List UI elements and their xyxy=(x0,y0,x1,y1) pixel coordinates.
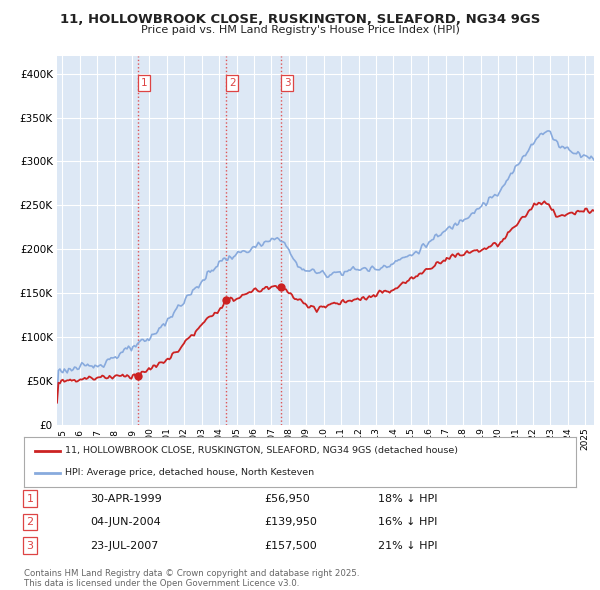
Text: £56,950: £56,950 xyxy=(264,494,310,503)
Text: 3: 3 xyxy=(26,541,34,550)
Text: 3: 3 xyxy=(284,78,290,88)
Text: £157,500: £157,500 xyxy=(264,541,317,550)
Text: £139,950: £139,950 xyxy=(264,517,317,527)
Text: 2: 2 xyxy=(229,78,236,88)
Text: 11, HOLLOWBROOK CLOSE, RUSKINGTON, SLEAFORD, NG34 9GS (detached house): 11, HOLLOWBROOK CLOSE, RUSKINGTON, SLEAF… xyxy=(65,446,458,455)
Text: 16% ↓ HPI: 16% ↓ HPI xyxy=(378,517,437,527)
Text: 1: 1 xyxy=(140,78,147,88)
Text: 1: 1 xyxy=(26,494,34,503)
Text: Contains HM Land Registry data © Crown copyright and database right 2025.
This d: Contains HM Land Registry data © Crown c… xyxy=(24,569,359,588)
Text: HPI: Average price, detached house, North Kesteven: HPI: Average price, detached house, Nort… xyxy=(65,468,314,477)
Text: 11, HOLLOWBROOK CLOSE, RUSKINGTON, SLEAFORD, NG34 9GS: 11, HOLLOWBROOK CLOSE, RUSKINGTON, SLEAF… xyxy=(60,13,540,26)
Text: 30-APR-1999: 30-APR-1999 xyxy=(90,494,162,503)
Text: 2: 2 xyxy=(26,517,34,527)
Text: Price paid vs. HM Land Registry's House Price Index (HPI): Price paid vs. HM Land Registry's House … xyxy=(140,25,460,35)
Text: 21% ↓ HPI: 21% ↓ HPI xyxy=(378,541,437,550)
Text: 18% ↓ HPI: 18% ↓ HPI xyxy=(378,494,437,503)
Text: 23-JUL-2007: 23-JUL-2007 xyxy=(90,541,158,550)
Text: 04-JUN-2004: 04-JUN-2004 xyxy=(90,517,161,527)
